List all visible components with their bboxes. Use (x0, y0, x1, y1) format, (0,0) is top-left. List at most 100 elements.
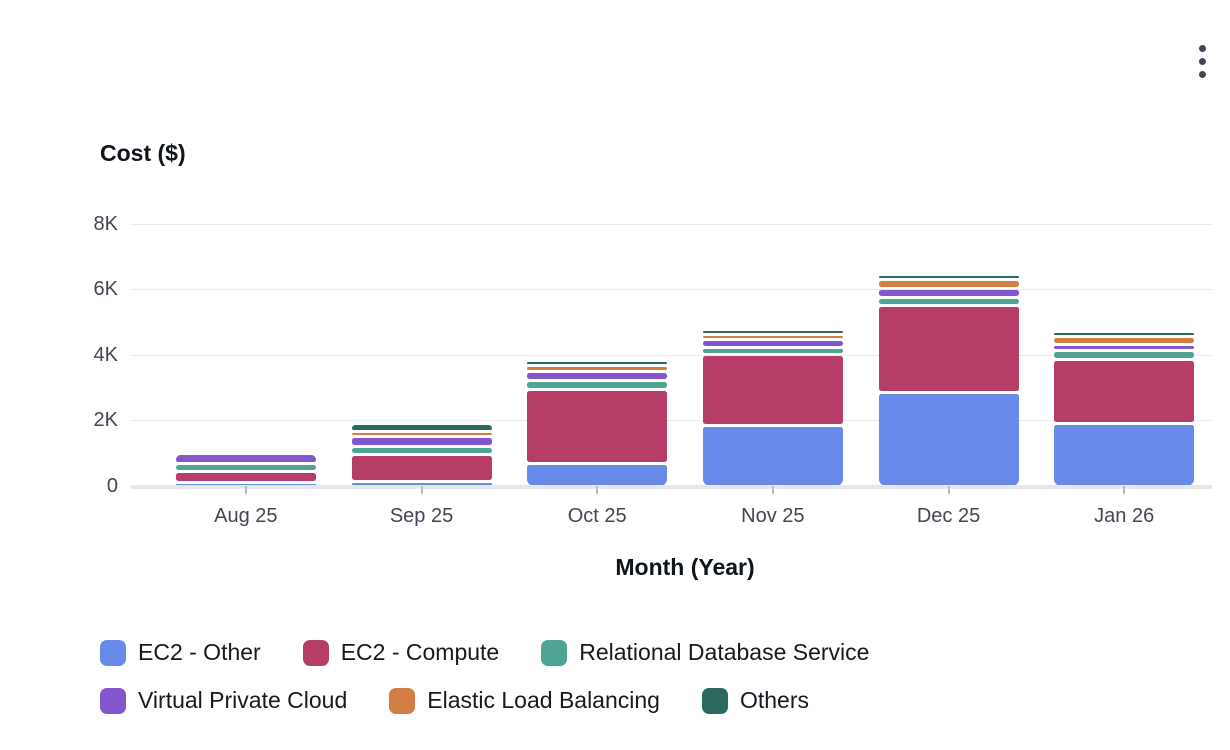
legend-swatch-icon (389, 687, 416, 714)
y-axis-title: Cost ($) (100, 140, 186, 166)
legend-item[interactable]: Relational Database Service (541, 639, 869, 666)
legend-label: Others (739, 687, 809, 713)
bar-slot (685, 328, 861, 486)
bar-segment[interactable] (1054, 346, 1195, 349)
bar-segment[interactable] (1054, 361, 1195, 422)
legend-swatch-icon (100, 639, 126, 666)
bar-segment[interactable] (527, 367, 668, 370)
legend-label: Virtual Private Cloud (138, 687, 348, 713)
bar-segment[interactable] (878, 276, 1019, 278)
gridline (130, 355, 1212, 356)
bar-slot (861, 273, 1037, 486)
bar-segment[interactable] (1054, 333, 1195, 335)
overflow-menu-button[interactable] (1188, 38, 1216, 84)
bar-segment[interactable] (527, 373, 668, 379)
bar-segment[interactable] (351, 448, 492, 453)
bar-segment[interactable] (351, 433, 492, 435)
legend-item[interactable]: EC2 - Compute (302, 639, 500, 666)
legend-swatch-icon (701, 687, 728, 714)
legend-swatch-icon (541, 639, 568, 666)
y-tick-label: 6K (93, 278, 118, 300)
bar-segment[interactable] (175, 465, 316, 470)
x-tick-mark (947, 486, 950, 494)
bar-segment[interactable] (702, 341, 843, 346)
x-tick-mark (771, 486, 774, 494)
x-tick-label: Jan 26 (1094, 505, 1155, 527)
legend-swatch-icon (100, 687, 126, 714)
bar-segment[interactable] (878, 281, 1019, 287)
x-tick-label: Sep 25 (389, 505, 454, 527)
x-axis-line (130, 485, 1212, 489)
bar-segment[interactable] (527, 391, 668, 462)
y-tick-label: 8K (93, 213, 118, 235)
bar-segment[interactable] (702, 356, 843, 424)
stacked-bar[interactable] (351, 422, 492, 486)
y-axis-labels: 0 2K 4K 6K 8K (50, 213, 118, 497)
bar-segment[interactable] (878, 394, 1019, 486)
x-axis-slot: Sep 25 (334, 486, 510, 528)
bar-slot (334, 422, 510, 486)
stacked-bar[interactable] (175, 452, 316, 486)
bar-segment[interactable] (527, 382, 668, 388)
legend-label: EC2 - Compute (340, 639, 500, 665)
legend-item[interactable]: Others (701, 687, 809, 714)
legend-label: Relational Database Service (579, 639, 870, 665)
bar-segment[interactable] (702, 349, 843, 353)
plot-area (130, 224, 1212, 486)
x-tick-label: Aug 25 (214, 505, 278, 527)
bar-segment[interactable] (351, 456, 492, 480)
bars-row (158, 224, 1212, 486)
bar-slot (509, 359, 685, 486)
bar-segment[interactable] (175, 473, 316, 481)
x-tick-mark (420, 486, 423, 494)
x-tick-label: Oct 25 (567, 505, 627, 527)
bar-segment[interactable] (351, 425, 492, 430)
x-tick-mark (1123, 486, 1126, 494)
x-axis-slot: Jan 26 (1036, 486, 1212, 528)
bar-segment[interactable] (351, 438, 492, 445)
x-axis-title: Month (Year) (615, 554, 755, 580)
x-axis-slot: Aug 25 (158, 486, 334, 528)
bar-segment[interactable] (702, 331, 843, 333)
x-axis-slot: Nov 25 (685, 486, 861, 528)
x-axis-slot: Dec 25 (861, 486, 1037, 528)
legend: EC2 - Other EC2 - Compute Relational Datab… (100, 639, 1110, 714)
legend-item[interactable]: EC2 - Other (100, 639, 261, 666)
x-axis-labels: Aug 25 Sep 25 Oct 25 Nov 25 Dec 25 Jan 26 (158, 486, 1212, 528)
bar-segment[interactable] (527, 362, 668, 364)
x-tick-label: Nov 25 (741, 505, 805, 527)
x-tick-label: Dec 25 (916, 505, 981, 527)
bar-segment[interactable] (351, 483, 492, 486)
bar-segment[interactable] (1054, 352, 1195, 358)
x-tick-mark (596, 486, 599, 494)
bar-segment[interactable] (527, 465, 668, 486)
vertical-ellipsis-icon (1198, 44, 1206, 52)
bar-segment[interactable] (878, 307, 1019, 391)
bar-slot (1036, 330, 1212, 486)
legend-label: EC2 - Other (138, 639, 261, 665)
y-tick-label: 2K (93, 409, 118, 431)
legend-item[interactable]: Elastic Load Balancing (389, 687, 660, 714)
vertical-ellipsis-icon (1198, 70, 1206, 78)
stacked-bar[interactable] (527, 359, 668, 486)
bar-segment[interactable] (878, 299, 1019, 304)
bar-segment[interactable] (878, 290, 1019, 296)
stacked-bar[interactable] (702, 328, 843, 486)
bar-segment[interactable] (702, 336, 843, 338)
bar-segment[interactable] (1054, 338, 1195, 343)
gridline (130, 420, 1212, 421)
bar-slot (158, 452, 334, 486)
stacked-bar[interactable] (1054, 330, 1195, 486)
gridline (130, 224, 1212, 225)
legend-swatch-icon (302, 639, 329, 666)
bar-segment[interactable] (1054, 425, 1195, 486)
gridline (130, 289, 1212, 290)
vertical-ellipsis-icon (1198, 57, 1206, 65)
legend-label: Elastic Load Balancing (427, 687, 660, 713)
stacked-bar[interactable] (878, 273, 1019, 486)
y-tick-label: 0 (106, 475, 118, 497)
bar-segment[interactable] (175, 455, 316, 462)
x-tick-mark (244, 486, 247, 494)
legend-item[interactable]: Virtual Private Cloud (100, 687, 347, 714)
bar-segment[interactable] (702, 427, 843, 486)
